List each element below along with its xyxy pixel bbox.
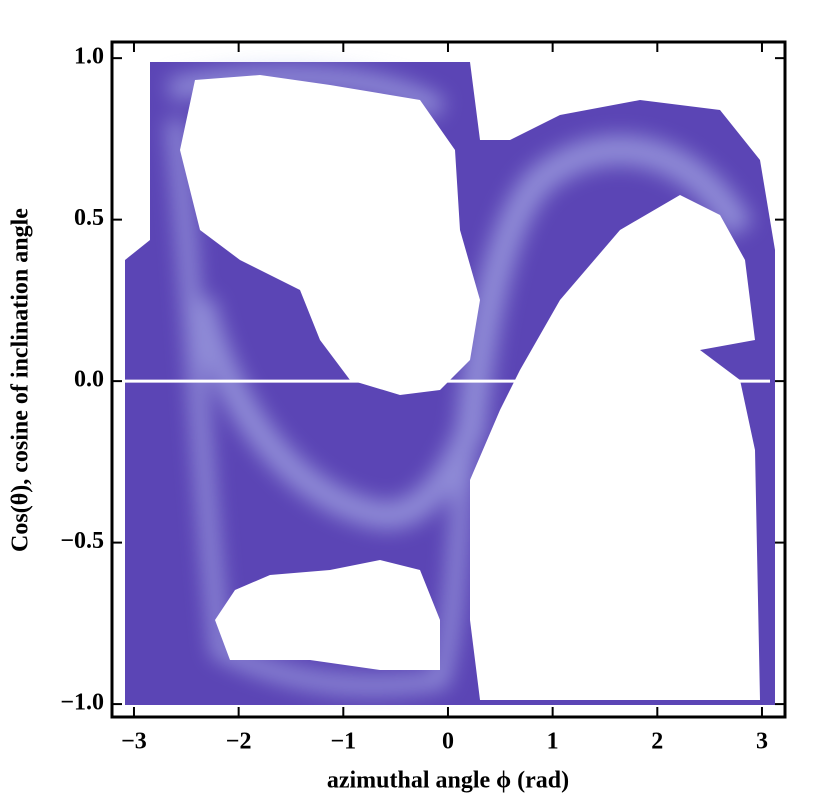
x-tick-label: 1	[547, 729, 559, 755]
density-map	[112, 42, 785, 705]
empty-region	[215, 560, 440, 670]
x-tick-label: 3	[756, 729, 768, 755]
x-tick-label: −1	[330, 729, 356, 755]
y-tick-label: 1.0	[74, 44, 104, 70]
x-tick-label: 0	[442, 729, 454, 755]
empty-region	[180, 75, 480, 395]
x-axis-label: azimuthal angle ϕ (rad)	[327, 768, 569, 794]
y-tick-label: −1.0	[60, 690, 104, 716]
x-tick-label: −2	[226, 729, 252, 755]
y-tick-label: 0.0	[74, 367, 104, 393]
y-tick-label: −0.5	[60, 528, 104, 554]
y-tick-label: 0.5	[74, 205, 104, 231]
x-tick-label: −3	[121, 729, 147, 755]
empty-region	[480, 42, 785, 140]
y-axis-label: Cos(θ), cosine of inclination angle	[8, 208, 34, 552]
empty-region	[470, 195, 760, 700]
x-tick-label: 2	[651, 729, 663, 755]
empty-region	[112, 42, 150, 240]
density-highlight	[166, 65, 754, 695]
